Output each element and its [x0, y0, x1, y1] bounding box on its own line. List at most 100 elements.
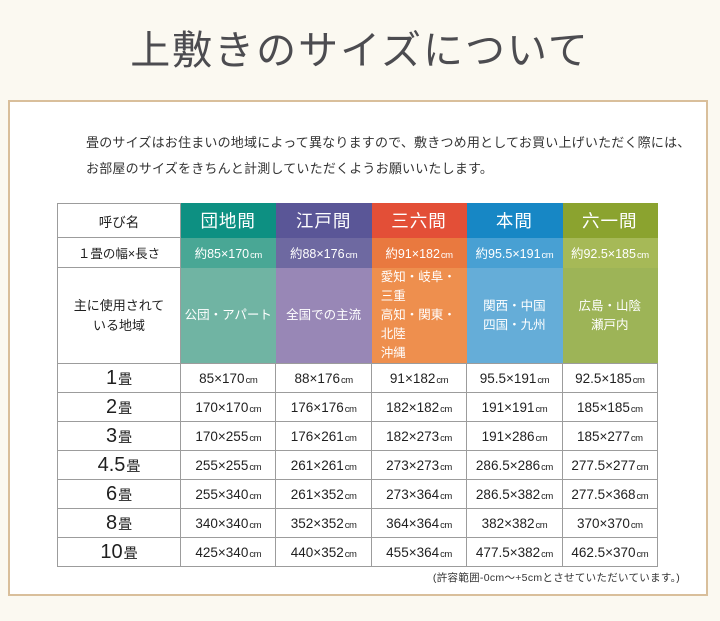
value-cell: 191×286cm [466, 421, 563, 451]
region-cell: 広島・山陰 瀬戸内 [561, 267, 659, 364]
unit-label: cm [535, 519, 548, 531]
unit-label: cm [249, 548, 261, 560]
row-label: 4.5畳 [57, 450, 181, 480]
row-count: 10 [100, 540, 123, 563]
value-cell: 182×182cm [370, 392, 468, 422]
row-label: 10畳 [57, 537, 181, 567]
intro-text: 畳のサイズはお住まいの地域によって異なりますので、敷きつめ用としてお買い上げいた… [86, 130, 690, 182]
unit-label: cm [344, 461, 357, 473]
approx-size-cell: 約92.5×185cm [561, 237, 659, 268]
unit-label: cm [249, 432, 261, 444]
value-cell: 185×277cm [561, 421, 659, 451]
unit-label: cm [537, 374, 550, 386]
value-cell: 286.5×382cm [466, 479, 563, 509]
row-label: 2畳 [57, 392, 181, 422]
unit-label: cm [245, 374, 258, 386]
approx-size-cell: 約91×182cm [370, 237, 468, 268]
row-label: 6畳 [57, 479, 181, 509]
value-cell: 176×176cm [275, 392, 372, 422]
value-cell: 261×261cm [275, 450, 372, 480]
approx-size-cell: 約85×170cm [179, 237, 277, 268]
data-row: 6畳 255×340cm 261×352cm 273×364cm 286.5×382cm… [57, 479, 659, 509]
region-cell: 全国での主流 [275, 267, 372, 364]
value-cell: 88×176cm [275, 363, 372, 393]
row-count: 4.5 [97, 453, 126, 476]
value-cell: 352×352cm [275, 508, 372, 538]
value-cell: 185×185cm [561, 392, 659, 422]
tatami-unit: 畳 [118, 370, 133, 387]
value-cell: 85×170cm [179, 363, 277, 393]
unit-label: cm [440, 403, 452, 415]
unit-label: cm [250, 250, 262, 261]
data-row: 10畳 425×340cm 440×352cm 455×364cm 477.5×382c… [57, 537, 659, 567]
value-cell: 277.5×277cm [561, 450, 659, 480]
size-table: 呼び名 団地間 江戸間 三六間 本間 六一間 １畳の幅×長さ 約85×170cm 約88×176… [57, 203, 659, 567]
unit-label: cm [344, 403, 357, 415]
unit-label: cm [345, 250, 358, 261]
region-row-label: 主に使用されて いる地域 [57, 267, 181, 364]
tatami-unit: 畳 [118, 399, 133, 416]
data-row: 3畳 170×255cm 176×261cm 182×273cm 191×286cm 18… [57, 421, 659, 451]
column-header: 三六間 [370, 203, 468, 238]
unit-label: cm [344, 432, 357, 444]
unit-label: cm [440, 548, 452, 560]
unit-label: cm [249, 519, 261, 531]
value-cell: 182×273cm [370, 421, 468, 451]
unit-label: cm [636, 461, 649, 473]
value-cell: 286.5×286cm [466, 450, 563, 480]
data-row: 4.5畳 255×255cm 261×261cm 273×273cm 286.5×286… [57, 450, 659, 480]
unit-label: cm [249, 403, 261, 415]
content-frame: 畳のサイズはお住まいの地域によって異なりますので、敷きつめ用としてお買い上げいた… [8, 100, 708, 596]
page-title: 上敷きのサイズについて [130, 28, 590, 74]
tolerance-note: (許容範囲-0cm～+5cmとさせていただいています。) [432, 572, 680, 584]
approx-size-cell: 約88×176cm [275, 237, 372, 268]
unit-label: cm [440, 519, 452, 531]
value-cell: 273×364cm [370, 479, 468, 509]
column-header: 本間 [466, 203, 563, 238]
value-cell: 455×364cm [370, 537, 468, 567]
size-row-label: １畳の幅×長さ [57, 237, 181, 268]
tatami-unit: 畳 [118, 515, 133, 532]
unit-label: cm [344, 548, 357, 560]
size-row: １畳の幅×長さ 約85×170cm 約88×176cm 約91×182cm 約95.5×… [57, 237, 659, 268]
approx-size-cell: 約95.5×191cm [466, 237, 563, 268]
value-cell: 95.5×191cm [466, 363, 563, 393]
unit-label: cm [636, 490, 649, 502]
value-cell: 382×382cm [466, 508, 563, 538]
unit-label: cm [541, 548, 553, 560]
value-cell: 255×340cm [179, 479, 277, 509]
unit-label: cm [436, 374, 449, 386]
row-count: 2 [105, 395, 118, 418]
unit-label: cm [344, 490, 357, 502]
column-header: 江戸間 [275, 203, 372, 238]
unit-label: cm [636, 548, 649, 560]
intro-line-1: 畳のサイズはお住まいの地域によって異なりますので、敷きつめ用としてお買い上げいた… [86, 135, 691, 150]
row-count: 8 [105, 511, 118, 534]
data-row: 2畳 170×170cm 176×176cm 182×182cm 191×191cm 18… [57, 392, 659, 422]
value-cell: 462.5×370cm [561, 537, 659, 567]
unit-label: cm [440, 461, 452, 473]
region-cell: 公団・アパート [179, 267, 277, 364]
row-label: 8畳 [57, 508, 181, 538]
row-count: 6 [105, 482, 118, 505]
value-cell: 277.5×368cm [561, 479, 659, 509]
unit-label: cm [630, 519, 643, 531]
value-cell: 477.5×382cm [466, 537, 563, 567]
row-count: 1 [105, 366, 118, 389]
value-cell: 170×255cm [179, 421, 277, 451]
unit-label: cm [535, 403, 548, 415]
unit-label: cm [535, 432, 548, 444]
value-cell: 340×340cm [179, 508, 277, 538]
unit-label: cm [249, 461, 261, 473]
column-header: 団地間 [179, 203, 277, 238]
data-row: 1畳 85×170cm 88×176cm 91×182cm 95.5×191cm 92.5… [57, 363, 659, 393]
unit-label: cm [440, 250, 453, 261]
value-cell: 261×352cm [275, 479, 372, 509]
row-label: 1畳 [57, 363, 181, 393]
tatami-unit: 畳 [118, 486, 133, 503]
unit-label: cm [630, 403, 643, 415]
row-count: 3 [105, 424, 118, 447]
region-row: 主に使用されて いる地域 公団・アパート 全国での主流 愛知・岐阜・三重 高知・関東・… [57, 267, 659, 364]
value-cell: 370×370cm [561, 508, 659, 538]
